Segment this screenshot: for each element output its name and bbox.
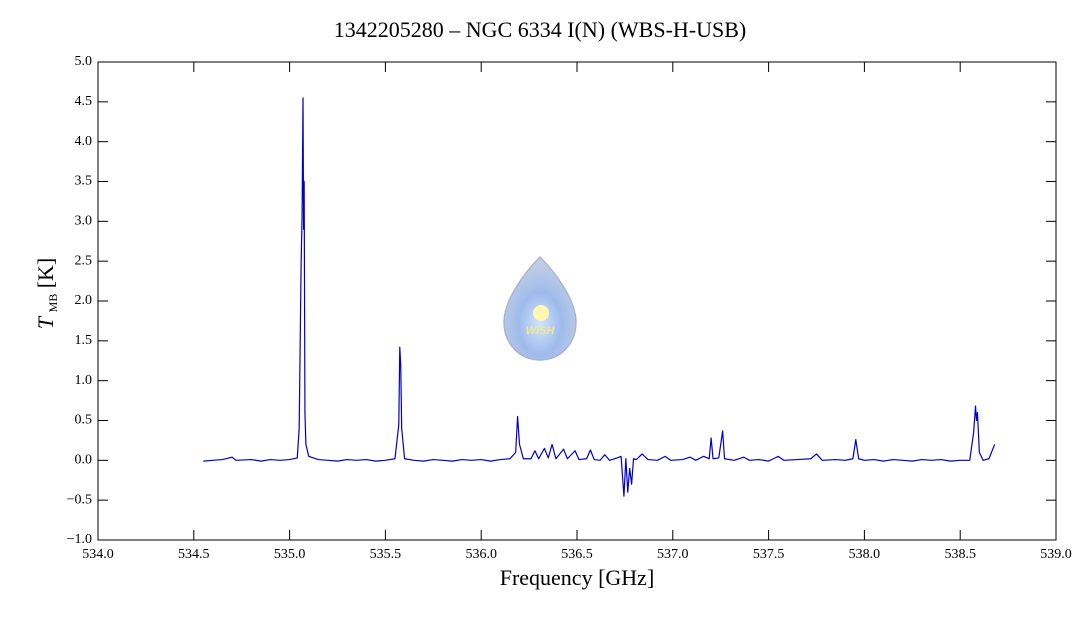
x-tick-label: 535.5 — [370, 547, 402, 562]
y-axis-label: T MB [K] — [33, 258, 60, 329]
y-tick-label: 4.5 — [75, 94, 93, 109]
y-tick-label: 3.0 — [75, 214, 93, 229]
y-tick-label: 2.5 — [75, 253, 93, 268]
y-tick-label: 3.5 — [75, 174, 93, 189]
y-tick-label: 4.0 — [75, 134, 93, 149]
y-label-subscript: MB — [46, 294, 60, 313]
y-label-symbol: T — [33, 315, 58, 329]
x-tick-label: 534.0 — [82, 547, 114, 562]
x-tick-label: 535.0 — [274, 547, 306, 562]
y-tick-label: −1.0 — [67, 532, 92, 547]
logo: WISH — [503, 255, 577, 361]
x-tick-label: 538.0 — [849, 547, 881, 562]
y-label-unit: [K] — [33, 258, 58, 289]
logo-star — [533, 305, 549, 321]
y-tick-label: −0.5 — [67, 492, 92, 507]
spectrum-line — [203, 97, 996, 497]
chart-title: 1342205280 – NGC 6334 I(N) (WBS-H-USB) — [334, 17, 746, 42]
y-tick-label: 2.0 — [75, 293, 93, 308]
x-tick-label: 539.0 — [1040, 547, 1072, 562]
y-tick-label: 5.0 — [75, 54, 93, 69]
x-tick-label: 534.5 — [178, 547, 210, 562]
x-tick-label: 537.0 — [657, 547, 689, 562]
logo-text: WISH — [526, 325, 556, 337]
y-tick-label: 1.0 — [75, 373, 93, 388]
x-tick-label: 538.5 — [944, 547, 976, 562]
x-axis-label: Frequency [GHz] — [500, 565, 655, 590]
plot-frame — [97, 61, 1057, 541]
x-tick-label: 536.0 — [465, 547, 497, 562]
y-tick-label: 1.5 — [75, 333, 93, 348]
y-tick-label: 0.5 — [75, 413, 93, 428]
x-tick-label: 537.5 — [753, 547, 785, 562]
y-tick-label: 0.0 — [75, 453, 93, 468]
x-tick-label: 536.5 — [561, 547, 593, 562]
